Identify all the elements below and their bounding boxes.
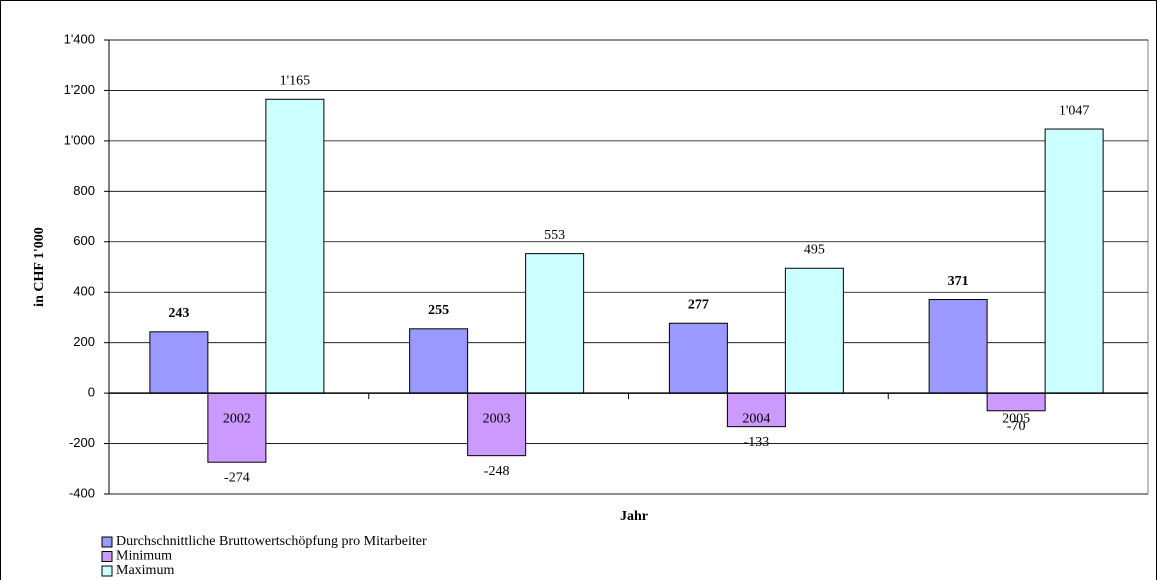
bar	[265, 98, 325, 394]
y-tick-label: -400	[69, 485, 95, 500]
x-tick-label: 2002	[223, 411, 251, 426]
data-label: 371	[948, 274, 969, 289]
y-axis-title: in CHF 1'000	[32, 227, 47, 307]
legend-label: Minimum	[116, 549, 172, 564]
bar	[986, 392, 1046, 412]
data-label: 243	[168, 306, 189, 321]
data-label: -274	[224, 470, 250, 485]
bar	[726, 392, 786, 428]
bar	[149, 331, 209, 394]
bar	[207, 392, 267, 463]
x-axis-title: Jahr	[620, 509, 648, 524]
y-tick-label: 200	[73, 334, 95, 349]
legend-swatch	[101, 551, 113, 562]
y-tick-label: 1'200	[64, 82, 95, 97]
x-tick-label: 2003	[483, 411, 511, 426]
y-tick-label: 800	[73, 183, 95, 198]
legend-label: Maximum	[116, 563, 174, 578]
data-label: 277	[688, 297, 709, 312]
y-tick-label: -200	[69, 435, 95, 450]
y-tick-label: 1'400	[64, 31, 95, 46]
bar	[409, 328, 469, 394]
y-tick-label: 1'000	[64, 132, 95, 147]
data-label: 255	[428, 303, 449, 318]
legend-swatch	[101, 565, 113, 577]
bar	[928, 299, 988, 394]
legend-label: Durchschnittliche Bruttowertschöpfung pr…	[116, 534, 427, 549]
y-tick-label: 400	[73, 284, 95, 299]
data-label: -70	[1007, 419, 1026, 434]
data-label: -248	[484, 464, 510, 479]
y-tick-label: 0	[88, 385, 95, 400]
x-tick-label: 2004	[742, 411, 770, 426]
bar	[1044, 128, 1104, 394]
data-label: 1'165	[280, 73, 311, 88]
bar	[668, 322, 728, 394]
data-label: 495	[804, 242, 825, 257]
data-label: -133	[744, 435, 770, 450]
legend-swatch	[101, 536, 113, 548]
bar	[784, 267, 844, 394]
x-tick-label: 2005	[1002, 411, 1030, 426]
bar	[525, 253, 585, 394]
y-tick-label: 600	[73, 233, 95, 248]
data-label: 553	[544, 228, 565, 243]
bar	[467, 392, 527, 457]
data-label: 1'047	[1059, 103, 1090, 118]
